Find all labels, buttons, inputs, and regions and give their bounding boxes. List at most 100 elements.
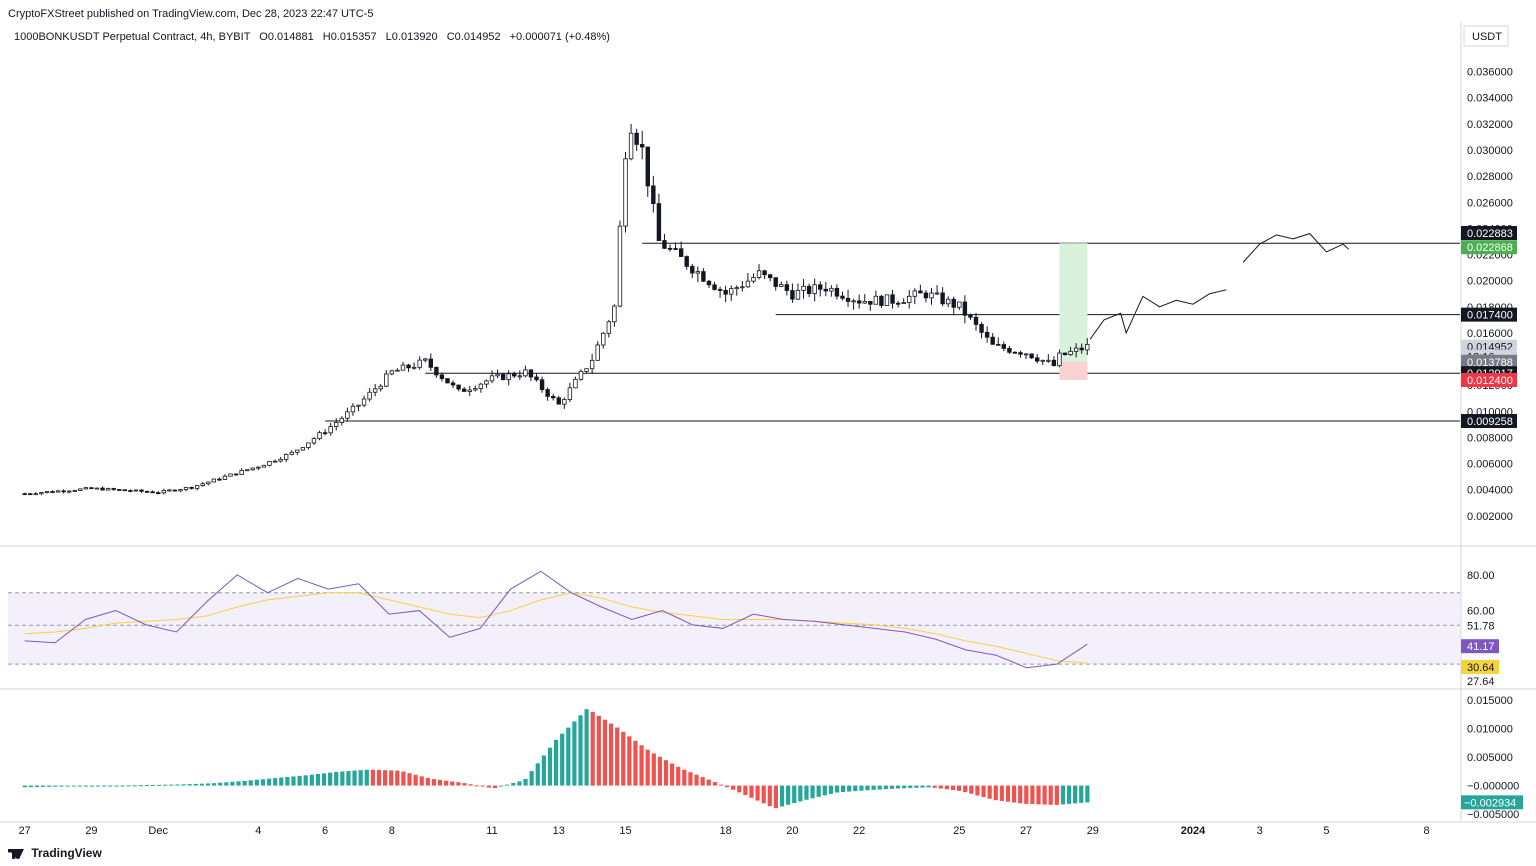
- candle-body: [33, 493, 39, 496]
- candle-body: [250, 467, 255, 471]
- macd-bar: [1024, 785, 1029, 804]
- candle-body: [701, 271, 706, 282]
- macd-bar: [389, 770, 394, 786]
- macd-bar: [199, 783, 204, 786]
- macd-bar: [41, 785, 46, 787]
- macd-bar: [266, 778, 272, 786]
- macd-bar: [517, 781, 522, 786]
- candle-body: [389, 370, 395, 375]
- candle-body: [1007, 348, 1012, 353]
- macd-bar: [883, 785, 888, 790]
- price-tick-label: 0.034000: [1467, 93, 1513, 105]
- macd-bar: [175, 784, 180, 786]
- time-tick-label: 8: [1424, 825, 1430, 837]
- candle-body: [767, 274, 773, 279]
- macd-bar: [480, 785, 485, 787]
- candle-body: [461, 388, 467, 392]
- macd-bar: [352, 770, 357, 786]
- macd-bar: [877, 785, 882, 790]
- currency-button[interactable]: [1463, 25, 1509, 47]
- candle-body: [517, 375, 523, 378]
- candle-body: [378, 385, 383, 390]
- macd-bar: [981, 785, 986, 798]
- candle-body: [1057, 352, 1062, 366]
- macd-bar: [499, 785, 504, 787]
- candle-body: [706, 280, 712, 286]
- macd-bar: [77, 785, 82, 787]
- candle-body: [589, 359, 595, 370]
- macd-bar: [847, 785, 852, 792]
- macd-bar: [767, 785, 772, 807]
- price-tag-label: 0.017400: [1467, 310, 1513, 322]
- time-tick-label: 11: [486, 825, 497, 837]
- price-tick-label: 0.020000: [1467, 276, 1513, 288]
- candle-body: [595, 344, 600, 361]
- rsi-line: [24, 570, 1088, 669]
- macd-bar: [1030, 785, 1035, 805]
- price-tick-label: 0.006000: [1467, 459, 1513, 471]
- macd-bar: [761, 785, 766, 804]
- macd-bar: [731, 785, 736, 790]
- macd-bar: [859, 785, 864, 791]
- candle-body: [690, 266, 695, 274]
- macd-bar: [627, 736, 632, 786]
- price-tick-label: 0.026000: [1467, 197, 1513, 209]
- candle-body: [1040, 359, 1045, 362]
- candle-body: [44, 491, 50, 493]
- candle-body: [434, 366, 439, 376]
- macd-bar: [608, 723, 614, 786]
- time-tick-label: 29: [85, 825, 97, 837]
- candle-body: [1079, 347, 1084, 351]
- macd-bar: [468, 784, 473, 786]
- forecast-path-2: [1242, 233, 1350, 263]
- candle-body: [94, 487, 100, 490]
- candle-body: [890, 294, 895, 304]
- macd-bar: [572, 721, 577, 786]
- candle-body: [322, 432, 328, 435]
- candle-body: [907, 295, 912, 303]
- macd-bar: [645, 749, 650, 786]
- candle-body: [945, 298, 951, 305]
- position-zones: [1059, 243, 1088, 380]
- candle-body: [1023, 353, 1029, 356]
- candle-body: [211, 478, 217, 483]
- macd-bar: [505, 784, 510, 786]
- candle-body: [506, 373, 511, 380]
- candle-body: [83, 487, 89, 490]
- candle-body: [640, 144, 645, 148]
- chart-canvas[interactable]: 1000BONKUSDT Perpetual Contract, 4h, BYB…: [0, 22, 1536, 844]
- macd-bar: [413, 774, 418, 786]
- macd-bar: [871, 785, 876, 790]
- macd-bar: [712, 782, 717, 786]
- macd-bar: [492, 785, 498, 789]
- macd-bar: [126, 785, 131, 787]
- candle-body: [467, 389, 472, 392]
- macd-bar: [47, 785, 52, 787]
- candle-body: [256, 466, 261, 469]
- macd-bar: [755, 785, 760, 801]
- candle-body: [923, 292, 929, 299]
- macd-bar: [1085, 785, 1090, 803]
- candle-body: [556, 397, 561, 405]
- candle-body: [200, 483, 205, 486]
- price-tag-bg: [1461, 240, 1517, 255]
- macd-bar: [621, 731, 626, 786]
- price-tag-bg: [1461, 225, 1517, 240]
- candle-body: [428, 358, 434, 368]
- time-tick-label: 22: [853, 825, 865, 837]
- candle-body: [350, 405, 356, 413]
- macd-bar: [963, 785, 968, 793]
- price-tick-label: 0.032000: [1467, 119, 1513, 131]
- macd-bar: [950, 785, 956, 791]
- candle-body: [334, 422, 339, 427]
- candle-body: [601, 332, 606, 346]
- candle-body: [161, 490, 166, 494]
- macd-bar: [853, 785, 858, 792]
- candle-body: [862, 300, 867, 304]
- macd-bar: [560, 733, 565, 786]
- candle-body: [962, 301, 968, 316]
- macd-bar: [828, 785, 833, 794]
- candle-body: [656, 203, 662, 241]
- forecast-path-1: [1089, 289, 1227, 340]
- candle-body: [528, 369, 534, 378]
